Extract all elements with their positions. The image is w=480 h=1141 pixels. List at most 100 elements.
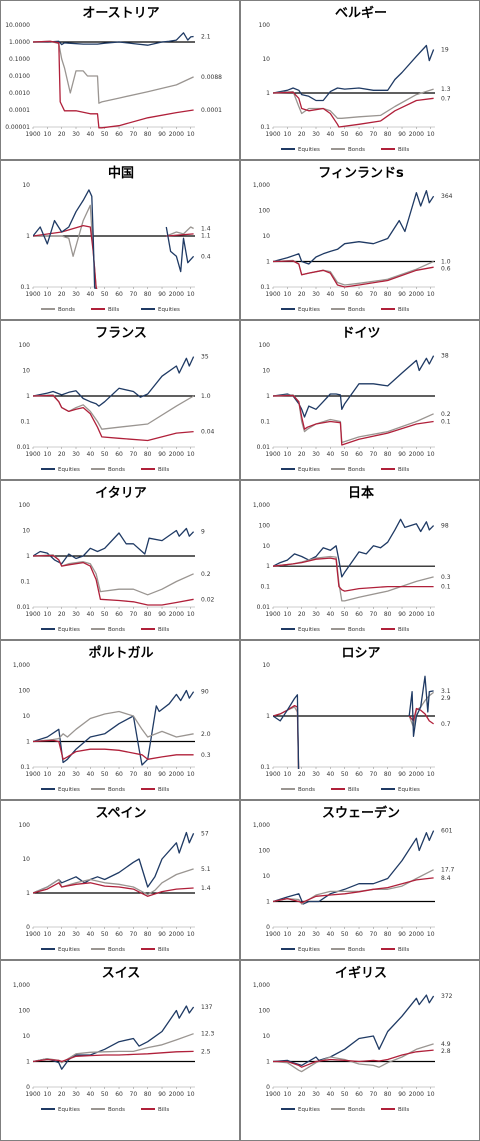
y-tick-label: 10 [22,182,30,189]
y-tick-label: 1,000 [253,502,270,509]
series-end-label: 137 [201,1004,213,1011]
series-line-equities [273,355,435,418]
x-tick-label: 50 [341,1091,349,1098]
chart-svg-uk: イギリス 0 1 10 100 1,000 1900 10 20 30 40 50 60 70 80 90 20… [253,965,453,1113]
legend-label: Equities [298,467,320,473]
chart-title: スウェーデン [322,805,400,821]
chart-title: イギリス [335,965,387,981]
y-tick-label: 0 [26,924,30,931]
x-tick-label: 50 [101,131,109,138]
x-tick-label: 60 [355,131,363,138]
x-tick-label: 80 [144,771,152,778]
series-end-label: 0.04 [201,429,215,436]
legend-label: Bills [398,1107,409,1113]
y-tick-label: 10 [22,528,30,535]
x-tick-label: 50 [101,771,109,778]
y-tick-label: 1 [26,553,30,560]
chart-panel-finland: フィンランドs 0.1 1 10 100 1,000 1900 10 20 30 40 50 60 70 8… [240,160,480,320]
x-tick-label: 10 [427,131,435,138]
x-tick-label: 40 [87,291,95,298]
series-line-equities [273,190,435,265]
series-line-bonds [273,869,434,905]
series-end-label: 1.3 [441,86,451,93]
chart-panel-sweden: スウェーデン 0 1 10 100 1,000 1900 10 20 30 40 50 60 70 80 90… [240,800,480,960]
x-tick-label: 30 [72,1091,80,1098]
series-line-equities [33,689,195,766]
x-tick-label: 70 [130,1091,138,1098]
x-tick-label: 90 [398,771,406,778]
x-tick-label: 60 [115,1091,123,1098]
x-tick-label: 90 [158,1091,166,1098]
legend-label: Bonds [348,947,365,953]
x-tick-label: 1900 [25,771,40,778]
series-line-bills [33,394,194,442]
chart-title: フィンランドs [318,166,404,181]
x-tick-label: 10 [284,131,292,138]
legend-label: Bills [398,947,409,953]
y-tick-label: 100 [259,1008,271,1015]
x-tick-label: 30 [72,131,80,138]
y-tick-label: 10 [22,1033,30,1040]
x-tick-label: 30 [312,771,320,778]
chart-title: スペイン [95,806,146,821]
series-line-equities [33,831,195,894]
x-tick-label: 2000 [409,451,424,458]
legend-label: Bills [158,787,169,793]
x-tick-label: 90 [158,611,166,618]
series-end-label: 19 [441,47,449,54]
x-tick-label: 60 [355,931,363,938]
y-tick-label: 0.0010 [9,90,30,97]
x-tick-label: 2000 [169,771,184,778]
legend-label: Bills [158,627,169,633]
x-tick-label: 40 [327,1091,335,1098]
chart-title: 日本 [348,485,374,501]
legend-label: Bills [398,147,409,153]
x-tick-label: 60 [355,451,363,458]
x-tick-label: 50 [341,931,349,938]
legend-label: Bonds [108,1107,125,1113]
x-tick-label: 2000 [169,451,184,458]
x-tick-label: 70 [370,1091,378,1098]
x-tick-label: 40 [87,771,95,778]
chart-panel-france: フランス 0.01 0.1 1 10 100 1900 10 20 30 40 50 60 70 80 90 2… [0,320,240,480]
series-end-label: 35 [201,354,209,361]
legend-label: Bills [398,467,409,473]
x-tick-label: 20 [298,611,306,618]
x-tick-label: 20 [298,771,306,778]
y-tick-label: 1 [26,393,30,400]
legend-label: Bills [348,787,359,793]
legend-label: Equities [398,787,420,793]
series-end-label: 364 [441,193,453,200]
y-tick-label: 0.1000 [9,56,30,63]
y-tick-label: 10 [262,543,270,550]
y-tick-label: 100 [259,22,271,29]
x-tick-label: 70 [370,771,378,778]
series-end-label: 1.1 [201,233,211,240]
y-tick-label: 100 [19,688,31,695]
y-tick-label: 0.01 [17,604,31,611]
x-tick-label: 80 [144,451,152,458]
x-tick-label: 80 [144,291,152,298]
chart-svg-sweden: スウェーデン 0 1 10 100 1,000 1900 10 20 30 40 50 60 70 80 90… [253,805,455,953]
series-end-label: 3.1 [441,688,451,695]
x-tick-label: 80 [144,611,152,618]
y-tick-label: 0.1 [20,284,30,291]
series-end-label: 0.7 [441,721,451,728]
series-line-bills [33,882,194,897]
legend-label: Bills [158,1107,169,1113]
series-end-label: 2.9 [441,695,451,702]
x-tick-label: 1900 [265,291,280,298]
series-end-label: 9 [201,529,205,536]
x-tick-label: 2000 [409,611,424,618]
x-tick-label: 70 [130,131,138,138]
x-tick-label: 80 [384,1091,392,1098]
x-tick-label: 70 [130,611,138,618]
x-tick-label: 60 [115,771,123,778]
x-tick-label: 10 [187,771,195,778]
x-tick-label: 40 [327,771,335,778]
series-line-bonds [33,868,194,896]
y-tick-label: 0.01 [257,444,271,451]
x-tick-label: 2000 [409,291,424,298]
